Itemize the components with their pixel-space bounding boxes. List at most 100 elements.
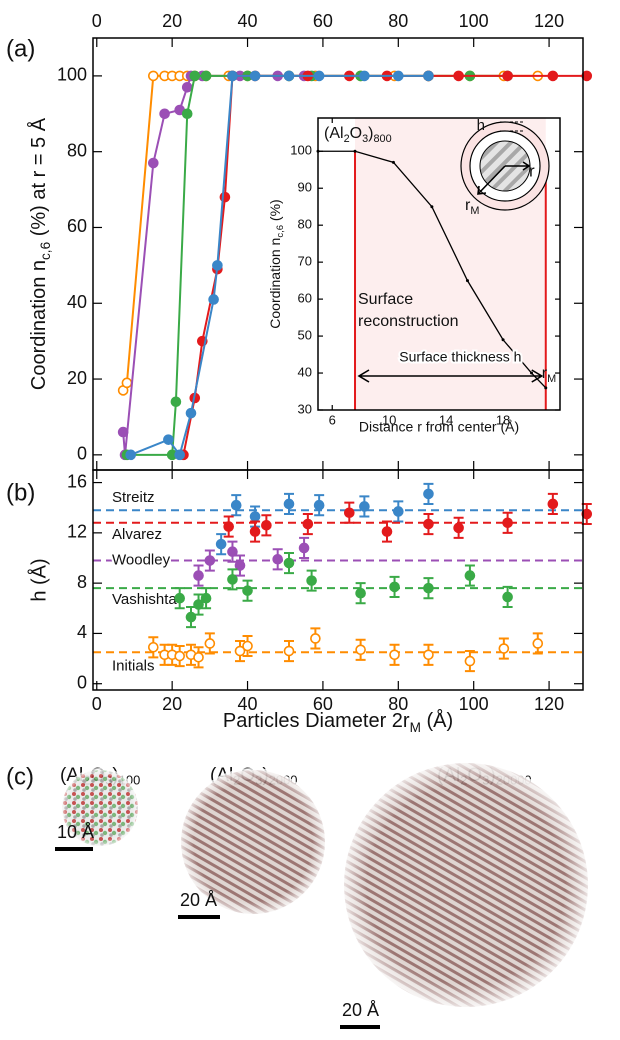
y-tick-label: 80 [298, 217, 312, 232]
y-tick-label: 80 [67, 140, 87, 160]
legend-label: Alvarez [112, 526, 162, 543]
point [423, 518, 434, 530]
point [344, 507, 355, 519]
point [200, 592, 212, 604]
annotation: reconstruction [358, 313, 459, 330]
x-tick-label: 14 [439, 412, 453, 427]
point [193, 652, 204, 663]
text-part: Particles Diameter 2r [223, 710, 410, 732]
y-tick-label: 16 [67, 471, 87, 491]
vertex [430, 205, 434, 209]
plot-frame [317, 117, 561, 411]
point [302, 518, 314, 530]
point [313, 499, 325, 511]
x-tick-label: 40 [238, 694, 258, 714]
point [121, 377, 133, 389]
plot-frame [92, 469, 584, 691]
point [298, 542, 310, 554]
point [502, 70, 513, 82]
schematic-h [500, 121, 525, 132]
y-tick-label: 40 [67, 292, 87, 312]
text-part: r [542, 365, 548, 382]
y-axis-label: Coordination nc,6 (%) [267, 199, 286, 328]
schematic-label: r [529, 161, 535, 180]
point [185, 407, 197, 419]
y-tick-label: 60 [298, 291, 312, 306]
point [148, 157, 159, 169]
y-axis-label: h (Å) [27, 558, 50, 601]
point [227, 546, 238, 558]
y-tick-label: 12 [67, 522, 87, 542]
point [355, 587, 366, 599]
point [181, 108, 193, 120]
point [189, 70, 201, 82]
series-line [318, 150, 547, 389]
panel-label: (c) [6, 763, 34, 790]
thickness-arrow [357, 369, 544, 383]
text-part: Coordination n [28, 260, 50, 390]
text-part: 3 [362, 133, 368, 145]
point [547, 498, 559, 510]
y-tick-label: 90 [298, 180, 312, 195]
x-tick-label: 120 [534, 11, 564, 31]
point [234, 560, 246, 571]
point [306, 575, 317, 586]
scale-bar [178, 915, 220, 919]
text-part: 2 [344, 133, 350, 145]
x-axis-label: Distance r from center (Å) [359, 419, 519, 435]
point [423, 70, 434, 82]
point [464, 570, 476, 581]
x-tick-label: 10 [382, 412, 396, 427]
x-tick-label: 100 [459, 694, 489, 714]
point [393, 70, 404, 82]
x-tick-label: 6 [329, 412, 336, 427]
text-part: r [465, 197, 471, 214]
point [423, 649, 434, 661]
x-tick-label: 20 [162, 694, 182, 714]
point [159, 108, 170, 120]
point [174, 449, 185, 461]
point [502, 591, 513, 603]
point [423, 488, 434, 500]
annotation: Surface thickness h [399, 349, 521, 365]
point [125, 449, 136, 461]
y-tick-label: 0 [77, 672, 87, 692]
x-tick-label: 20 [162, 11, 182, 31]
schematic-rM [477, 165, 506, 195]
point [249, 511, 261, 522]
text-part: (Al [324, 125, 344, 142]
point [283, 70, 295, 82]
point [204, 638, 216, 649]
vertex [530, 371, 534, 375]
x-tick-label: 60 [313, 694, 333, 714]
text-part: Coordination n [267, 238, 283, 329]
x-tick-label: 40 [238, 11, 258, 31]
panel-label: (a) [6, 35, 35, 62]
structure-fuzz [60, 768, 140, 848]
x-axis-label: Particles Diameter 2rM (Å) [223, 709, 453, 734]
y-tick-label: 70 [298, 254, 312, 269]
text-part: 800 [373, 133, 391, 145]
text-part: c,6 [38, 242, 53, 260]
y-tick-label: 20 [67, 368, 87, 388]
point [359, 70, 370, 82]
x-tick-label: 0 [92, 694, 102, 714]
panel-label: (b) [6, 479, 35, 506]
y-tick-label: 4 [77, 622, 87, 642]
structure-fuzz [342, 761, 590, 1009]
annotation: rM [542, 365, 556, 384]
structure-fuzz [179, 768, 327, 916]
point [381, 526, 393, 537]
inset-title: (Al2O3)800 [324, 125, 392, 144]
point [242, 640, 253, 652]
y-tick-label: 60 [67, 216, 87, 236]
point [310, 633, 321, 644]
point [547, 70, 559, 82]
point [174, 650, 185, 662]
vertex [391, 160, 395, 164]
annotation: Surface [358, 291, 413, 308]
y-tick-label: 8 [77, 572, 87, 592]
point [453, 522, 464, 534]
point [204, 555, 216, 566]
